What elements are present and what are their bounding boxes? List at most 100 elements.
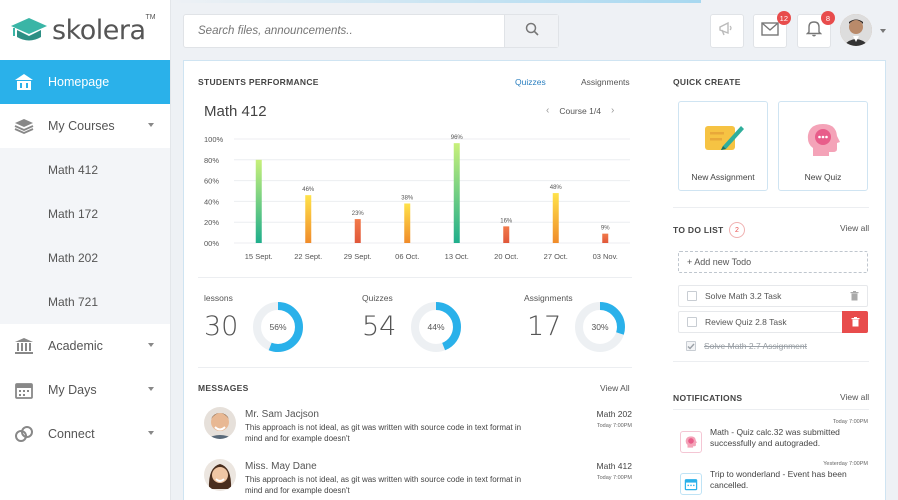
donut-progress [411,302,461,352]
sidebar-item-my-days[interactable]: My Days [0,368,170,412]
books-icon [12,116,36,136]
todo-title: TO DO LIST [673,225,724,235]
sidebar-subitem-course[interactable]: Math 172 [48,207,99,221]
stat-value: 30 [204,311,239,342]
notification-item[interactable]: Today 7:00PM Math - Quiz calc.32 was sub… [678,419,868,461]
bell-icon [805,20,823,42]
sidebar-item-my-courses[interactable]: My Courses [0,104,170,148]
new-assignment-button[interactable]: New Assignment [678,101,768,191]
todo-text: Review Quiz 2.8 Task [705,317,787,327]
course-pager: ‹ Course 1/4 › [546,105,614,116]
todo-item: Solve Math 3.2 Task [678,285,868,307]
courses-submenu: Math 412 Math 172 Math 202 Math 721 [0,148,170,324]
performance-title: STUDENTS PERFORMANCE [198,77,319,87]
user-avatar[interactable] [840,14,872,46]
chevron-right-icon[interactable]: › [610,105,615,116]
todo-view-all-link[interactable]: View all [840,223,870,233]
performance-bar-chart: 100% 80% 60% 40% 20% 00% 15 Sept. 46% 22 Sept. 23… [204,135,630,261]
search-box [183,14,559,48]
bar [602,233,609,243]
avatar [204,407,236,439]
bar [305,195,312,243]
tab-assignments[interactable]: Assignments [581,77,630,87]
avatar [204,459,236,491]
bell-count-badge: 8 [821,11,835,25]
y-tick-label: 00% [204,239,219,248]
topbar: 12 8 [171,0,898,60]
x-tick-label: 15 Sept. [245,252,273,261]
sidebar-subitem-course[interactable]: Math 412 [48,163,99,177]
todo-checkbox-checked[interactable] [686,341,696,351]
sidebar-item-label: My Days [48,383,97,397]
institution-icon [12,336,36,356]
search-input[interactable] [184,25,504,37]
messages-view-all-link[interactable]: View All [600,383,630,393]
donut-percent: 44% [427,322,445,332]
sidebar-subitem-course[interactable]: Math 202 [48,251,99,265]
notifications-title: NOTIFICATIONS [673,393,743,403]
announcement-button[interactable] [710,14,744,48]
chevron-down-icon[interactable] [148,387,154,391]
chevron-down-icon[interactable] [148,431,154,435]
message-sender: Mr. Sam Jacjson [245,409,319,420]
notification-item[interactable]: Yesterday 7:00PM Trip to wonderland - Ev… [678,461,868,500]
messages-title: MESSAGES [198,383,249,393]
notifications-view-all-link[interactable]: View all [840,392,870,402]
x-tick-label: 27 Oct. [544,252,568,261]
sidebar-item-connect[interactable]: Connect [0,412,170,456]
message-time: Today 7:00PM [596,475,632,481]
y-tick-label: 60% [204,177,219,186]
todo-item: Review Quiz 2.8 Task [678,311,868,333]
new-quiz-button[interactable]: New Quiz [778,101,868,191]
donut-progress [575,302,625,352]
chevron-left-icon[interactable]: ‹ [546,105,550,116]
divider [198,367,632,368]
divider [673,361,869,362]
message-body: This approach is not ideal, as git was w… [245,423,522,443]
sidebar-item-homepage[interactable]: Homepage [0,60,170,104]
x-tick-label: 06 Oct. [395,252,419,261]
mail-count-badge: 12 [776,11,791,25]
dashboard-panel: STUDENTS PERFORMANCE Quizzes Assignments… [183,60,886,500]
notifications-button[interactable]: 8 [797,11,835,48]
search-button[interactable] [504,15,558,47]
todo-checkbox[interactable] [687,291,697,301]
logo[interactable]: skolera TM [0,0,170,60]
donut-chart: 56% [252,301,304,358]
y-tick-label: 40% [204,197,219,206]
message-item[interactable]: Miss. May Dane This approach is not idea… [204,459,632,500]
trash-icon[interactable] [842,311,868,333]
y-tick-label: 80% [204,156,219,165]
megaphone-icon [718,21,736,42]
mail-button[interactable]: 12 [753,11,791,48]
bar-value-label: 96% [451,135,464,141]
donut-chart: 30% [574,301,626,358]
sidebar-item-label: Connect [48,427,95,441]
notification-time: Yesterday 7:00PM [823,461,868,467]
sidebar-item-label: Academic [48,339,103,353]
donut-chart: 44% [410,301,462,358]
bar [552,193,559,243]
course-pager-label: Course 1/4 [559,105,601,116]
todo-checkbox[interactable] [687,317,697,327]
message-time: Today 7:00PM [596,423,632,429]
trash-icon[interactable] [841,286,867,306]
chevron-down-icon[interactable] [148,123,154,127]
message-course: Math 412 [596,461,632,471]
bar [354,219,361,243]
stat-value: 17 [527,311,562,342]
sidebar-item-academic[interactable]: Academic [0,324,170,368]
course-title: Math 412 [204,103,267,120]
progress-line [171,0,701,3]
sidebar-subitem-course[interactable]: Math 721 [48,295,99,309]
notification-text: Trip to wonderland - Event has been canc… [710,469,847,490]
y-tick-label: 100% [204,135,224,144]
chevron-down-icon[interactable] [880,29,886,33]
chevron-down-icon[interactable] [148,343,154,347]
add-todo-button[interactable]: + Add new Todo [678,251,868,273]
bar [503,226,510,243]
bar-value-label: 16% [500,218,513,224]
tab-quizzes[interactable]: Quizzes [515,77,546,87]
message-item[interactable]: Mr. Sam Jacjson This approach is not ide… [204,407,632,453]
divider [673,207,869,208]
